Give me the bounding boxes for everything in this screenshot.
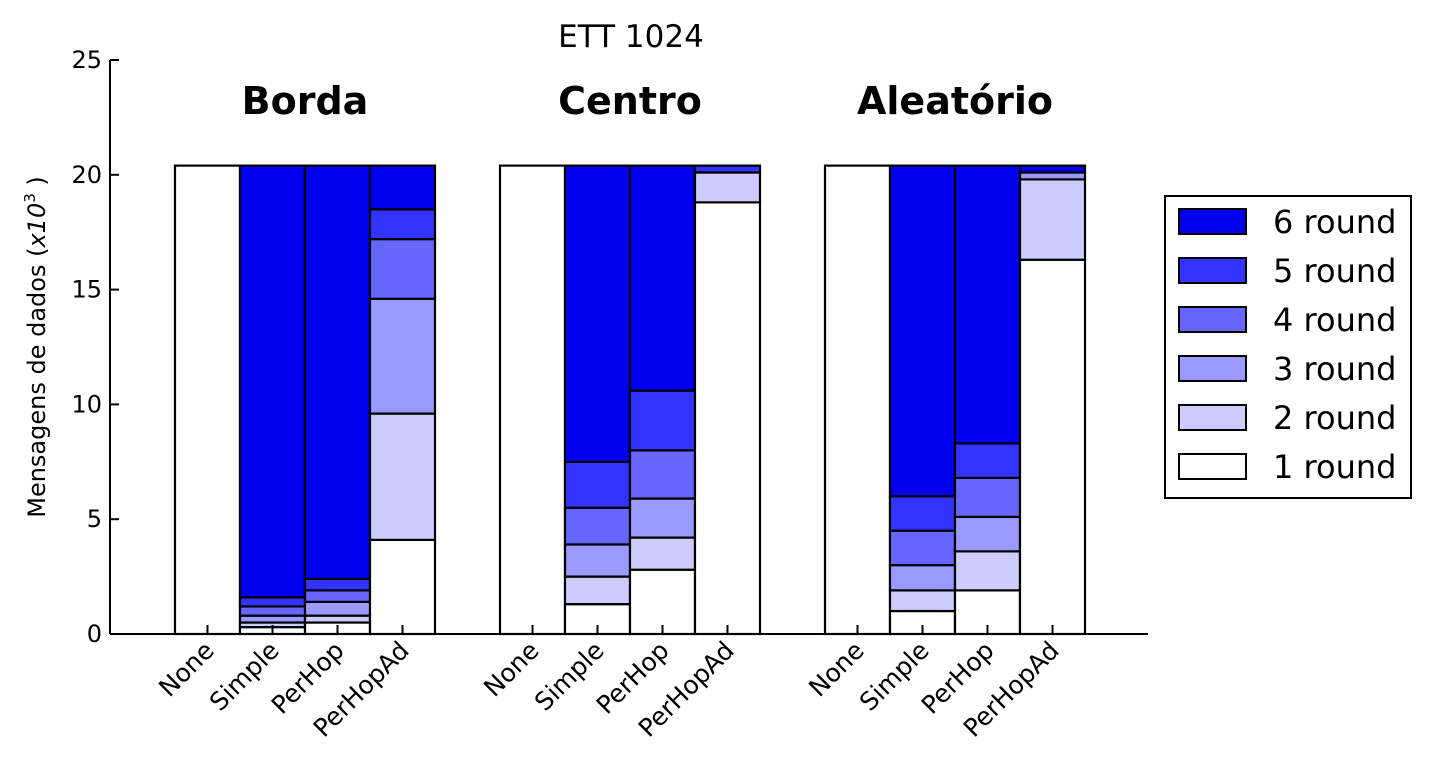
legend-label-6-round: 6 round [1273, 203, 1396, 241]
legend-label-3-round: 3 round [1273, 350, 1396, 388]
bar-segment-aleatorio-perhop-6-round [953, 164, 1022, 445]
y-tick-label-20: 20 [71, 161, 102, 189]
bar-segment-borda-simple-4-round [238, 605, 307, 617]
legend-swatch-3-round [1178, 355, 1247, 382]
legend-swatch-5-round [1178, 257, 1247, 284]
bar-segment-centro-perhopad-5-round [693, 164, 762, 174]
legend-frame [1164, 195, 1412, 499]
bar-segment-centro-simple-2-round [563, 575, 632, 606]
bar-segment-borda-perhopad-2-round [368, 412, 437, 541]
group-label-borda: Borda [242, 79, 369, 123]
bar-segment-aleatorio-perhopad-6-round [1018, 164, 1087, 174]
legend-label-5-round: 5 round [1273, 252, 1396, 290]
bar-segment-centro-perhop-6-round [628, 164, 697, 392]
group-label-aleatorio: Aleatório [857, 79, 1053, 123]
y-tick-label-5: 5 [87, 505, 102, 533]
legend-swatch-4-round [1178, 306, 1247, 333]
bar-segment-borda-perhop-6-round [303, 164, 372, 580]
axes-layer: 0 5 10 15 20 25 [71, 46, 1148, 648]
bar-segment-borda-perhop-4-round [303, 589, 372, 603]
bar-segment-borda-perhopad-1-round [368, 538, 437, 636]
bar-segment-aleatorio-simple-2-round [888, 589, 957, 613]
bar-segment-borda-perhopad-5-round [368, 208, 437, 241]
chart-title: ETT 1024 [558, 19, 704, 55]
bar-segment-borda-simple-6-round [238, 164, 307, 599]
legend-label-2-round: 2 round [1273, 399, 1396, 437]
group-label-centro: Centro [558, 79, 702, 123]
legend-swatch-2-round [1178, 404, 1247, 431]
bar-segment-centro-simple-6-round [563, 164, 632, 463]
bar-segment-borda-simple-5-round [238, 596, 307, 608]
svg-text:Mensagens de dados (x103 ): Mensagens de dados (x103 ) [21, 176, 51, 518]
bar-segment-aleatorio-simple-6-round [888, 164, 957, 498]
bar-segment-borda-none-1-round [173, 164, 242, 636]
bar-segment-centro-simple-5-round [563, 460, 632, 509]
y-axis-unit-exp: 3 [21, 193, 39, 203]
bar-segment-aleatorio-simple-4-round [888, 529, 957, 567]
legend-label-4-round: 4 round [1273, 301, 1396, 339]
y-tick-label-25: 25 [71, 46, 102, 74]
bar-segment-aleatorio-perhop-5-round [953, 442, 1022, 479]
legend-swatch-1-round [1178, 453, 1247, 480]
bar-segment-borda-perhopad-6-round [368, 164, 437, 211]
bar-segment-aleatorio-perhop-2-round [953, 550, 1022, 592]
group-labels-layer: Borda Centro Aleatório [242, 79, 1053, 123]
bar-segment-centro-simple-3-round [563, 543, 632, 578]
bar-segment-centro-simple-4-round [563, 506, 632, 546]
bar-segment-borda-perhopad-3-round [368, 297, 437, 415]
bar-segment-centro-perhop-4-round [628, 449, 697, 500]
bar-segment-centro-perhop-2-round [628, 536, 697, 571]
legend: 6 round 5 round 4 round 3 round 2 round 1 rou… [1164, 195, 1412, 499]
y-tick-label-10: 10 [71, 390, 102, 418]
bar-segment-centro-perhop-1-round [628, 568, 697, 636]
y-axis-label: Mensagens de dados (x103 ) [21, 176, 51, 518]
bar-segment-aleatorio-perhop-3-round [953, 515, 1022, 553]
legend-label-1-round: 1 round [1273, 448, 1396, 486]
bar-segment-centro-none-1-round [498, 164, 567, 636]
bar-segment-aleatorio-none-1-round [823, 164, 892, 636]
bar-segment-aleatorio-simple-3-round [888, 564, 957, 592]
bar-segment-aleatorio-perhopad-1-round [1018, 258, 1087, 636]
bar-segment-borda-perhop-3-round [303, 600, 372, 617]
bar-segment-borda-perhop-5-round [303, 577, 372, 592]
legend-swatch-6-round [1178, 208, 1247, 235]
bar-segment-centro-perhopad-1-round [693, 201, 762, 636]
y-axis-unit-base: x10 [23, 203, 51, 249]
y-axis-label-text: Mensagens de dados [23, 265, 51, 518]
y-tick-label-15: 15 [71, 276, 102, 304]
bar-segment-centro-perhopad-2-round [693, 171, 762, 204]
bar-segment-aleatorio-perhopad-2-round [1018, 178, 1087, 261]
bar-segment-centro-perhop-3-round [628, 497, 697, 539]
bars-layer [173, 164, 1087, 636]
y-tick-label-0: 0 [87, 620, 102, 648]
bar-segment-aleatorio-simple-5-round [888, 495, 957, 532]
bar-segment-borda-perhopad-4-round [368, 237, 437, 300]
bar-segment-centro-perhop-5-round [628, 389, 697, 452]
bar-segment-aleatorio-perhop-4-round [953, 476, 1022, 519]
